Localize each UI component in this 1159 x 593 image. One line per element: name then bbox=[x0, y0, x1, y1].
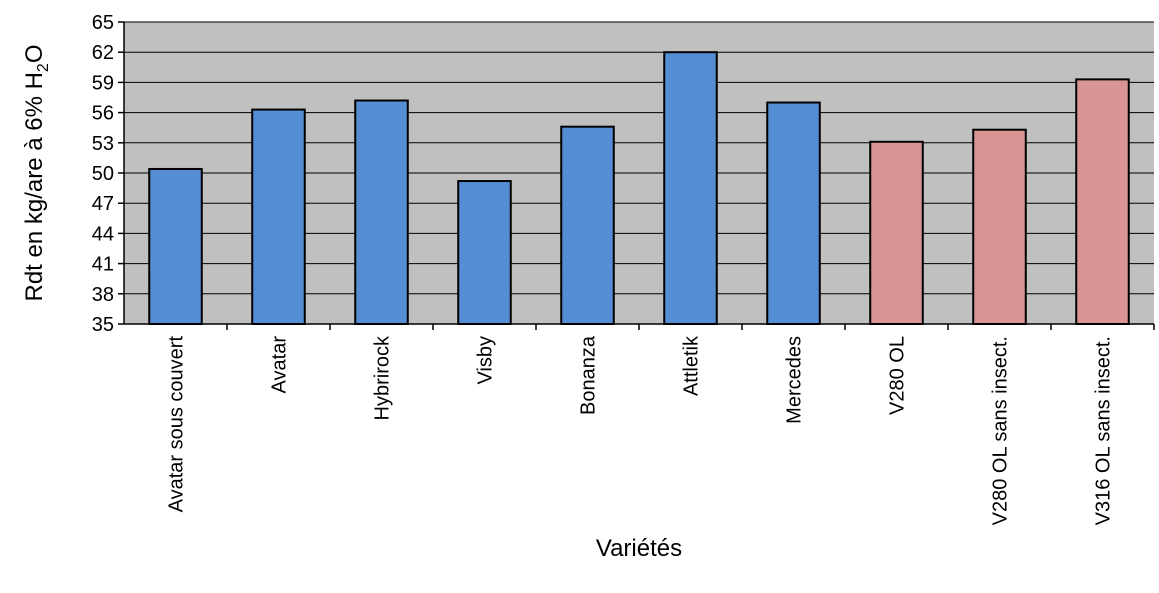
y-tick-label: 50 bbox=[92, 163, 114, 185]
y-tick-labels: 35 38 41 44 47 50 53 56 59 62 65 bbox=[92, 12, 124, 336]
bar-5 bbox=[560, 125, 615, 326]
bar-1 bbox=[148, 167, 203, 325]
x-category-label: V280 OL sans insect. bbox=[990, 336, 1012, 525]
x-category-label: Attletik bbox=[681, 335, 703, 396]
x-category-label: V316 OL sans insect. bbox=[1093, 336, 1115, 525]
y-tick-label: 59 bbox=[92, 72, 114, 94]
bar-2 bbox=[251, 108, 306, 325]
y-axis-title-main: Rdt en kg/are à 6% H bbox=[21, 72, 48, 301]
y-tick-label: 35 bbox=[92, 314, 114, 336]
x-category-labels: Avatar sous couvert Avatar Hybrirock Visby B… bbox=[166, 324, 1155, 525]
bar-9 bbox=[972, 128, 1027, 325]
bar-4 bbox=[457, 180, 512, 325]
y-tick-label: 62 bbox=[92, 42, 114, 64]
x-category-label: V280 OL bbox=[887, 336, 909, 415]
bars bbox=[148, 51, 1130, 326]
x-category-label: Mercedes bbox=[784, 336, 806, 424]
y-tick-label: 44 bbox=[92, 223, 114, 245]
y-tick-label: 56 bbox=[92, 103, 114, 125]
y-tick-label: 47 bbox=[92, 193, 114, 215]
bar-6 bbox=[663, 51, 718, 325]
y-axis-title-subscript: 2 bbox=[35, 63, 52, 72]
y-tick-label: 53 bbox=[92, 133, 114, 155]
x-category-label: Avatar sous couvert bbox=[166, 336, 188, 513]
x-axis-title: Variétés bbox=[596, 535, 682, 562]
y-tick-label: 41 bbox=[92, 254, 114, 276]
y-axis-title-suffix: O bbox=[21, 44, 48, 63]
y-tick-label: 65 bbox=[92, 12, 114, 34]
bar-7 bbox=[766, 101, 821, 325]
x-category-label: Avatar bbox=[269, 336, 291, 394]
x-category-label: Hybrirock bbox=[372, 335, 394, 420]
y-tick-label: 38 bbox=[92, 284, 114, 306]
bar-10 bbox=[1075, 78, 1130, 325]
x-category-label: Bonanza bbox=[578, 335, 600, 415]
bar-8 bbox=[869, 140, 924, 325]
bar-3 bbox=[354, 99, 409, 325]
x-category-label: Visby bbox=[475, 336, 497, 385]
y-axis-title: Rdt en kg/are à 6% H2O bbox=[21, 44, 52, 301]
